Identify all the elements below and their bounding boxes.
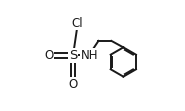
Text: O: O [44, 49, 53, 62]
Text: S: S [69, 49, 77, 62]
Text: O: O [68, 78, 78, 91]
Text: NH: NH [81, 49, 99, 62]
Text: Cl: Cl [72, 17, 83, 30]
